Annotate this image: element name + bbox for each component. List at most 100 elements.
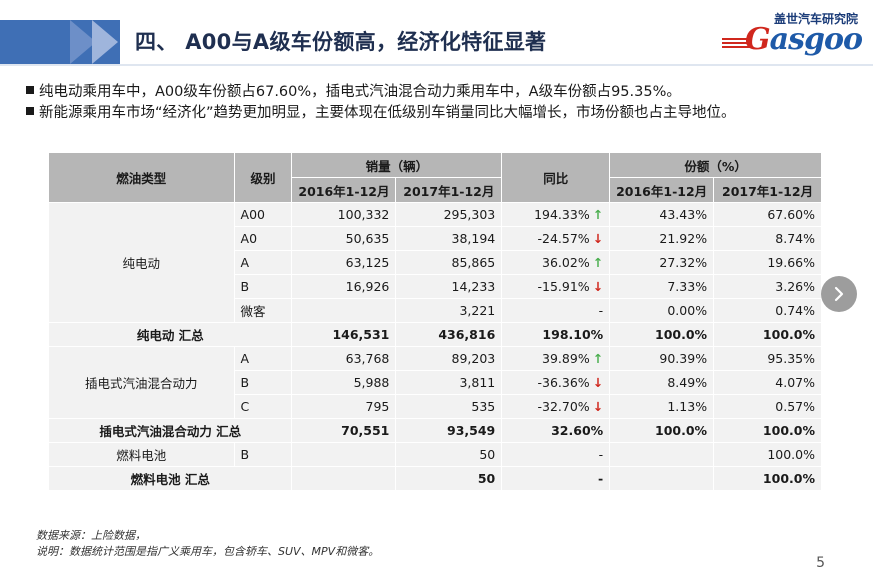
arrow-up-icon: ↑	[592, 351, 604, 366]
cell-level: A	[233, 346, 293, 371]
arrow-down-icon: ↓	[592, 399, 604, 414]
table-row: 燃料电池 B 50 - 100.0%	[48, 442, 822, 467]
cell-share-2016: 8.49%	[609, 370, 715, 395]
table-row-subtotal: 插电式汽油混合动力 汇总 70,551 93,549 32.60% 100.0%…	[47, 418, 822, 443]
cell-sales-2016: 5,988	[291, 370, 397, 395]
cell-share-2016: 21.92%	[609, 226, 715, 251]
cell-yoy: -36.36% ↓	[501, 370, 611, 395]
table-row: C 795 535 -32.70% ↓ 1.13% 0.57%	[49, 394, 822, 419]
cell-level: C	[233, 394, 293, 419]
arrow-down-icon: ↓	[592, 231, 604, 246]
cell-yoy: 39.89% ↑	[501, 346, 611, 371]
header-sales-2017: 2017年1-12月	[395, 177, 503, 203]
cell-yoy: -32.70% ↓	[501, 394, 611, 419]
page-number: 5	[816, 555, 825, 571]
table-row: 插电式汽油混合动力 A 63,768 89,203 39.89% ↑ 90.39%…	[48, 346, 822, 419]
cell-yoy: -15.91% ↓	[501, 274, 611, 299]
cell-level: A00	[233, 202, 293, 227]
cell-yoy: 32.60%	[501, 418, 611, 443]
cell-yoy: 36.02% ↑	[501, 250, 611, 275]
logo-en-text: Gasgoo	[745, 22, 863, 57]
logo-cn-text: 盖世汽车研究院	[773, 12, 858, 26]
cell-level: B	[233, 370, 293, 395]
cell-share-2017: 19.66%	[713, 250, 822, 275]
cell-share-2017: 4.07%	[713, 370, 822, 395]
cell-sales-2017: 50	[395, 442, 503, 467]
cell-sales-2016	[291, 298, 397, 323]
cell-level: 微客	[233, 298, 293, 323]
cell-sales-2016: 16,926	[291, 274, 397, 299]
cell-share-2016: 7.33%	[609, 274, 715, 299]
cell-share-2017: 100.0%	[713, 442, 822, 467]
cell-sales-2017: 93,549	[395, 418, 503, 443]
cell-share-2017: 100.0%	[713, 322, 822, 347]
cell-yoy: -	[501, 298, 611, 323]
header-chevron-decoration	[70, 20, 96, 64]
cell-share-2017: 0.57%	[713, 394, 822, 419]
cell-sales-2016: 100,332	[291, 202, 397, 227]
cell-share-2017: 0.74%	[713, 298, 822, 323]
footer-source: 数据来源：上险数据，	[36, 529, 146, 542]
slide-title: 四、 A00与A级车份额高，经济化特征显著	[135, 30, 547, 54]
cell-share-2017: 100.0%	[713, 418, 822, 443]
header-sales-2016: 2016年1-12月	[291, 177, 397, 203]
cell-sales-2016: 146,531	[291, 322, 397, 347]
chevron-right-icon	[834, 286, 844, 302]
subtotal-label: 插电式汽油混合动力 汇总	[47, 418, 293, 443]
cell-level: A0	[233, 226, 293, 251]
sales-table: 燃油类型 级别 销量（辆） 同比 份额（%） 2016年1-12月 2017年1…	[47, 152, 822, 491]
cell-share-2017: 100.0%	[713, 466, 822, 491]
cell-share-2016: 100.0%	[609, 418, 715, 443]
cell-share-2016: 27.32%	[609, 250, 715, 275]
slide-header: 四、 A00与A级车份额高，经济化特征显著 盖世汽车研究院 Gasgoo	[0, 0, 873, 66]
arrow-down-icon: ↓	[592, 279, 604, 294]
cell-share-2016: 90.39%	[609, 346, 715, 371]
cell-sales-2016: 50,635	[291, 226, 397, 251]
arrow-down-icon: ↓	[592, 375, 604, 390]
arrow-up-icon: ↑	[592, 207, 604, 222]
header-share-2016: 2016年1-12月	[609, 177, 715, 203]
cell-sales-2016: 795	[291, 394, 397, 419]
cell-sales-2017: 85,865	[395, 250, 503, 275]
cell-sales-2016	[291, 466, 397, 491]
header-level: 级别	[233, 152, 293, 203]
next-slide-button[interactable]	[821, 276, 857, 312]
footer-notes: 数据来源：上险数据， 说明：数据统计范围是指广义乘用车，包含轿车、SUV、MPV…	[36, 528, 379, 560]
cell-share-2017: 95.35%	[713, 346, 822, 371]
footer-note: 说明：数据统计范围是指广义乘用车，包含轿车、SUV、MPV和微客。	[36, 545, 380, 558]
cell-share-2016: 100.0%	[609, 322, 715, 347]
cell-sales-2017: 535	[395, 394, 503, 419]
group-bev: 纯电动	[48, 202, 235, 323]
cell-share-2016: 0.00%	[609, 298, 715, 323]
table-row-subtotal: 燃料电池 汇总 50 - 100.0%	[47, 466, 822, 491]
header-share-2017: 2017年1-12月	[713, 177, 822, 203]
cell-sales-2017: 14,233	[395, 274, 503, 299]
cell-yoy: -	[501, 442, 611, 467]
header-share: 份额（%）	[609, 152, 822, 178]
cell-sales-2016: 63,768	[291, 346, 397, 371]
group-phev: 插电式汽油混合动力	[48, 346, 235, 419]
subtotal-label: 纯电动 汇总	[47, 322, 293, 347]
cell-level: B	[233, 442, 293, 467]
arrow-up-icon: ↑	[592, 255, 604, 270]
table-row: B 16,926 14,233 -15.91% ↓ 7.33% 3.26%	[49, 274, 822, 299]
cell-sales-2017: 436,816	[395, 322, 503, 347]
cell-sales-2017: 3,811	[395, 370, 503, 395]
header-divider	[0, 64, 873, 66]
cell-yoy: 194.33% ↑	[501, 202, 611, 227]
table-row-subtotal: 纯电动 汇总 146,531 436,816 198.10% 100.0% 10…	[47, 322, 822, 347]
cell-sales-2016	[291, 442, 397, 467]
header-chevron-decoration	[92, 20, 118, 64]
cell-yoy: 198.10%	[501, 322, 611, 347]
subtotal-label: 燃料电池 汇总	[47, 466, 293, 491]
bullet-list: 纯电动乘用车中，A00级车份额占67.60%，插电式汽油混合动力乘用车中，A级车…	[26, 82, 736, 124]
cell-sales-2017: 295,303	[395, 202, 503, 227]
cell-sales-2017: 50	[395, 466, 503, 491]
table-row: 纯电动 A00 100,332 295,303 194.33% ↑ 43.43% …	[48, 202, 822, 323]
cell-share-2017: 3.26%	[713, 274, 822, 299]
header-yoy: 同比	[501, 152, 611, 203]
cell-share-2017: 67.60%	[713, 202, 822, 227]
bullet-square-icon	[26, 86, 34, 94]
bullet-item: 纯电动乘用车中，A00级车份额占67.60%，插电式汽油混合动力乘用车中，A级车…	[26, 82, 736, 103]
header-sales: 销量（辆）	[291, 152, 503, 178]
